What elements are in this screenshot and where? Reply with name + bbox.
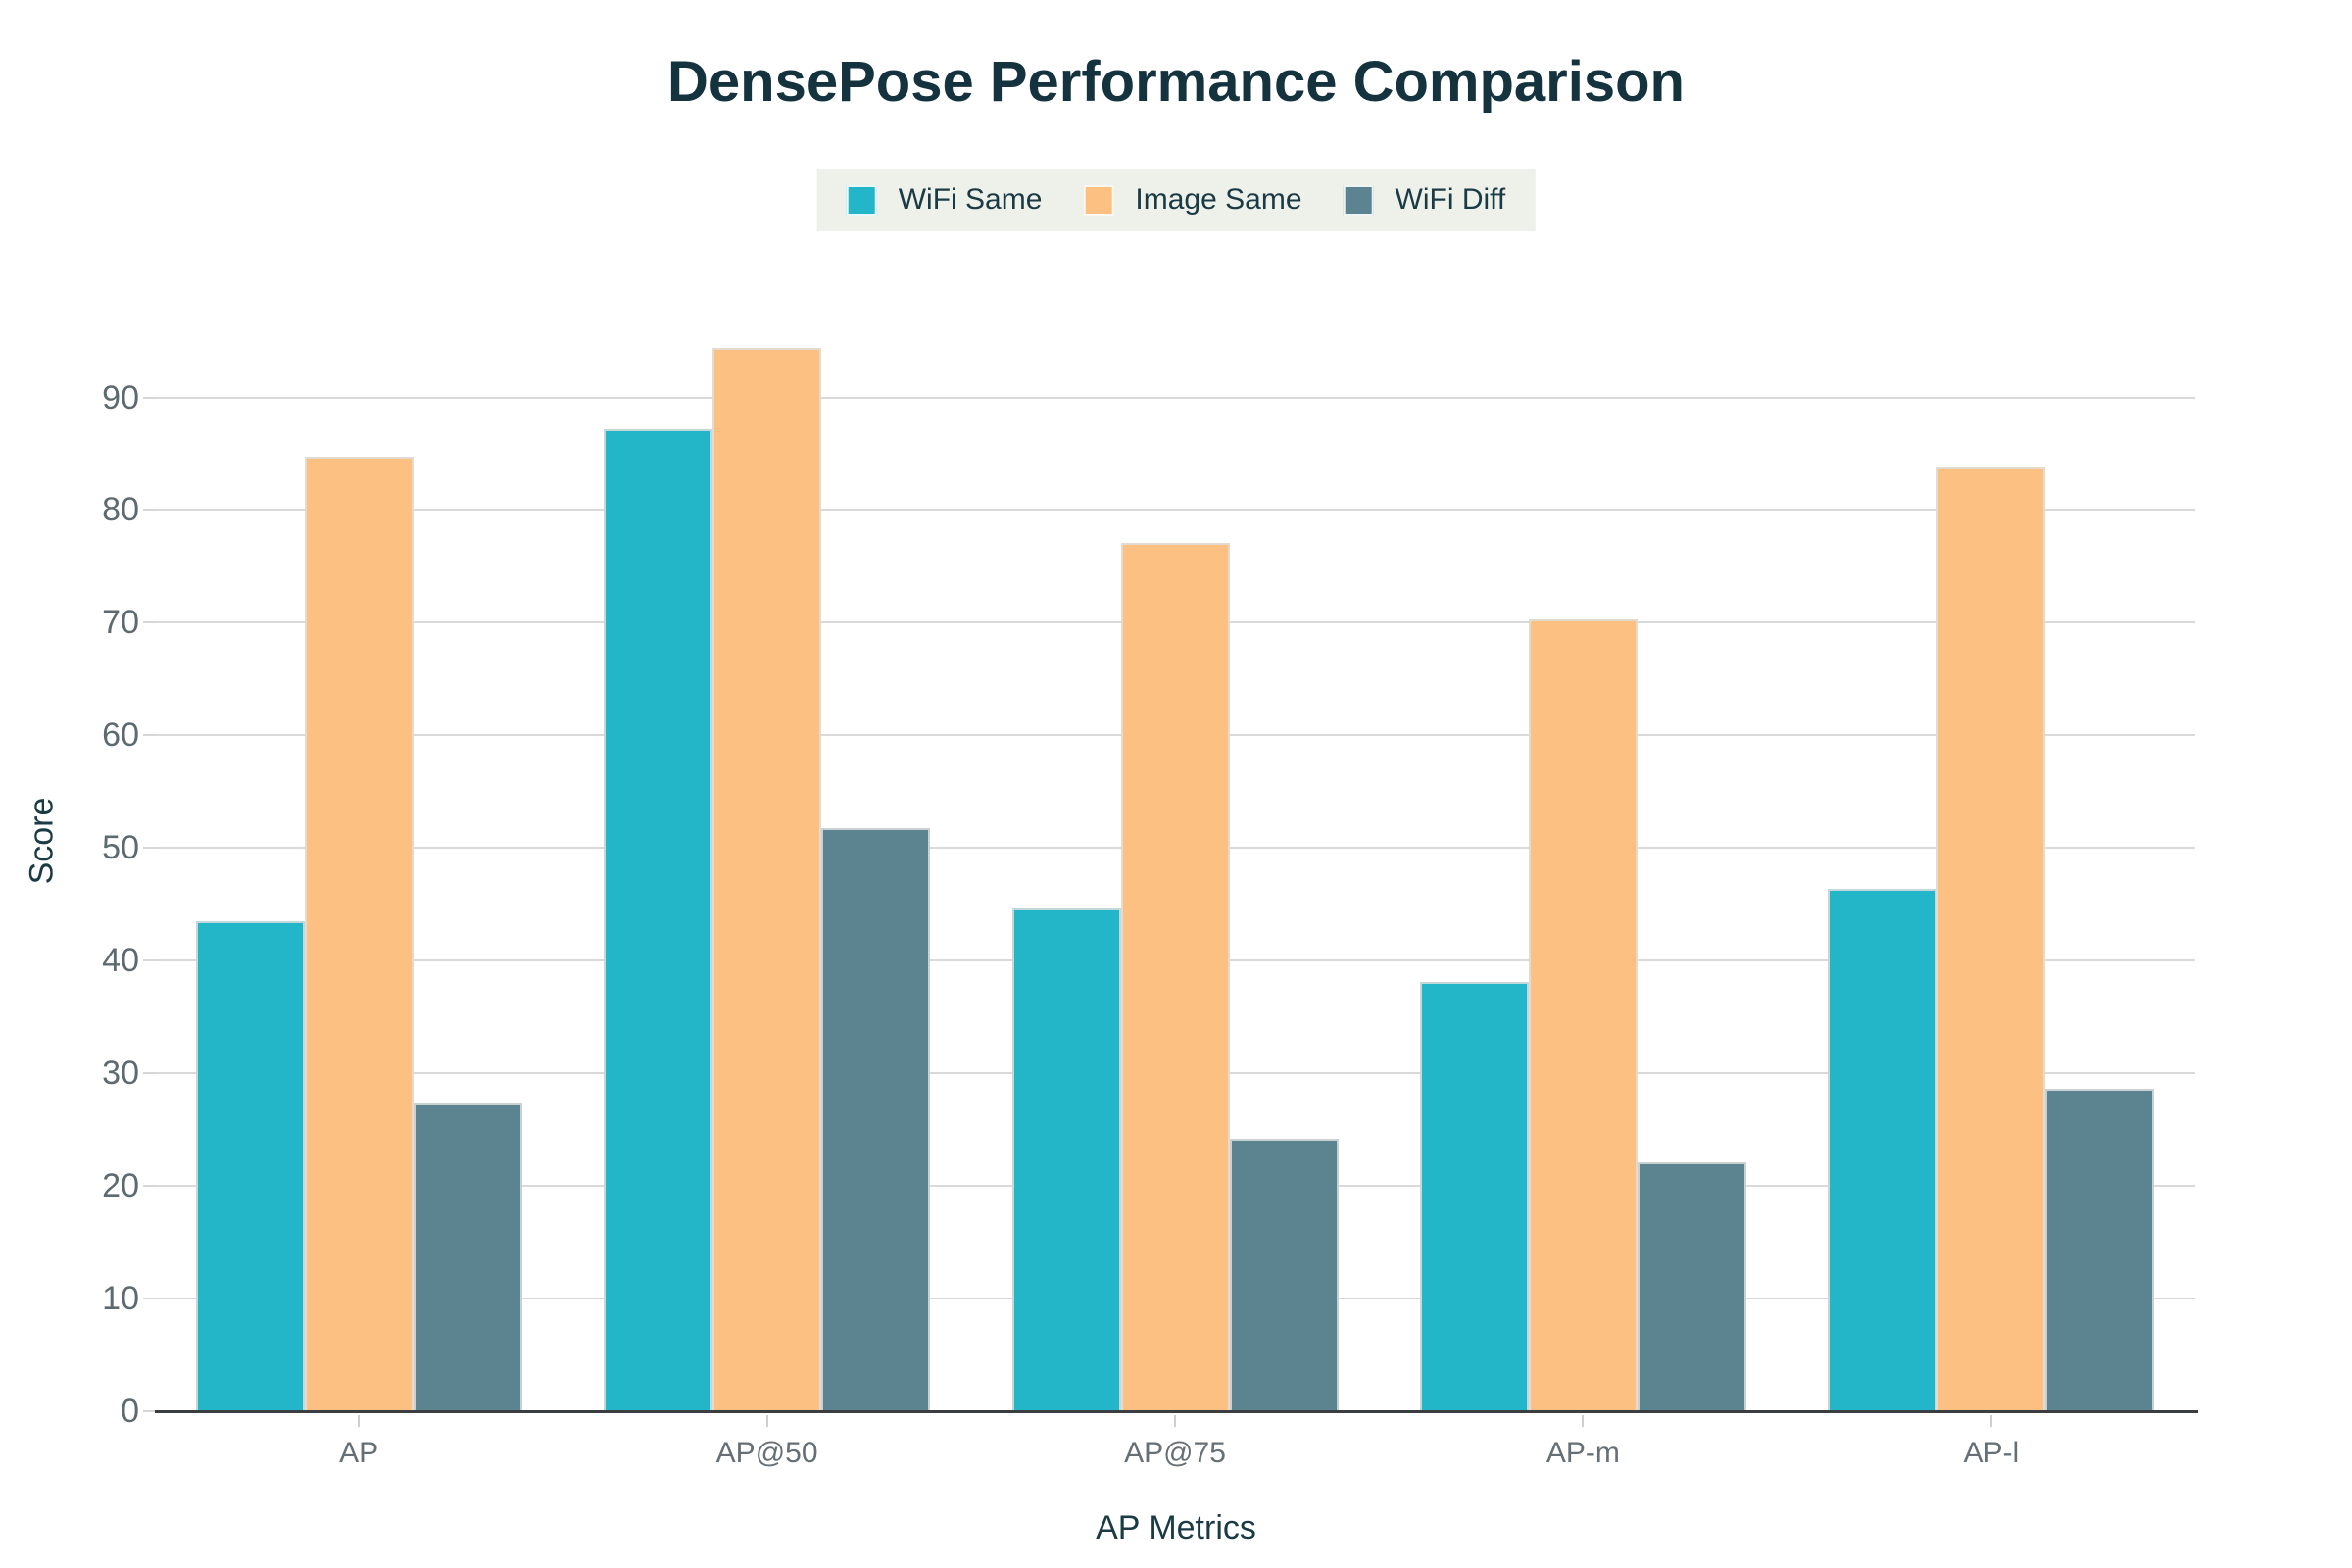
x-tick-mark-ap-l	[1989, 1415, 1992, 1427]
x-axis-title: AP Metrics	[1096, 1509, 1256, 1546]
bar-image-same-ap-m	[1528, 618, 1638, 1411]
bar-image-same-ap-50	[712, 347, 822, 1411]
legend-label: Image Same	[1135, 183, 1302, 216]
legend: WiFi Same Image Same WiFi Diff	[816, 169, 1536, 231]
y-tick-label-90: 90	[102, 378, 139, 416]
y-tick-mark-30	[143, 1072, 155, 1075]
y-tick-mark-70	[143, 621, 155, 624]
y-tick-label-0: 0	[121, 1393, 139, 1430]
y-tick-mark-40	[143, 959, 155, 962]
bar-image-same-ap	[304, 457, 414, 1411]
y-tick-label-20: 20	[102, 1167, 139, 1205]
bar-wifi-diff-ap	[413, 1103, 522, 1411]
legend-label: WiFi Diff	[1395, 183, 1506, 216]
bar-wifi-diff-ap-m	[1637, 1161, 1746, 1411]
x-tick-label-ap-l: AP-l	[1963, 1437, 2020, 1469]
y-tick-label-80: 80	[102, 491, 139, 529]
legend-swatch-wifi-same	[846, 184, 877, 216]
y-tick-mark-20	[143, 1185, 155, 1188]
legend-swatch-wifi-diff	[1343, 184, 1374, 216]
bar-wifi-diff-ap-75	[1229, 1138, 1339, 1411]
chart-title: DensePose Performance Comparison	[667, 50, 1685, 114]
y-tick-label-40: 40	[102, 942, 139, 980]
y-tick-mark-50	[143, 847, 155, 850]
legend-item-wifi-diff: WiFi Diff	[1343, 183, 1506, 217]
plot-area	[155, 333, 2195, 1411]
y-tick-mark-80	[143, 509, 155, 512]
y-gridline-80	[155, 509, 2195, 512]
bar-image-same-ap-l	[1936, 466, 2046, 1411]
y-tick-label-60: 60	[102, 716, 139, 755]
x-tick-mark-ap-50	[765, 1415, 768, 1427]
x-axis-line	[155, 1410, 2198, 1413]
bar-wifi-diff-ap-50	[821, 827, 931, 1411]
y-tick-label-70: 70	[102, 604, 139, 642]
bar-image-same-ap-75	[1120, 542, 1230, 1411]
x-tick-label-ap-50: AP@50	[715, 1437, 818, 1469]
y-tick-mark-60	[143, 734, 155, 737]
bar-wifi-same-ap	[195, 921, 305, 1411]
y-tick-label-10: 10	[102, 1280, 139, 1318]
legend-item-image-same: Image Same	[1083, 183, 1302, 217]
bar-wifi-same-ap-l	[1828, 888, 1937, 1411]
y-tick-mark-0	[143, 1410, 155, 1412]
legend-swatch-image-same	[1083, 184, 1114, 216]
y-tick-label-50: 50	[102, 829, 139, 867]
bar-wifi-same-ap-m	[1419, 982, 1529, 1411]
y-tick-mark-90	[143, 396, 155, 399]
y-tick-label-30: 30	[102, 1054, 139, 1093]
legend-label: WiFi Same	[898, 183, 1043, 216]
bar-wifi-same-ap-50	[604, 428, 713, 1411]
x-tick-mark-ap-m	[1582, 1415, 1585, 1427]
y-gridline-90	[155, 396, 2195, 399]
legend-item-wifi-same: WiFi Same	[846, 183, 1043, 217]
x-tick-label-ap: AP	[339, 1437, 379, 1469]
x-tick-label-ap-75: AP@75	[1124, 1437, 1226, 1469]
bar-wifi-diff-ap-l	[2045, 1089, 2155, 1411]
bar-wifi-same-ap-75	[1011, 908, 1121, 1411]
x-tick-mark-ap	[358, 1415, 361, 1427]
y-tick-mark-10	[143, 1298, 155, 1300]
x-tick-label-ap-m: AP-m	[1545, 1437, 1620, 1469]
x-tick-mark-ap-75	[1174, 1415, 1176, 1427]
